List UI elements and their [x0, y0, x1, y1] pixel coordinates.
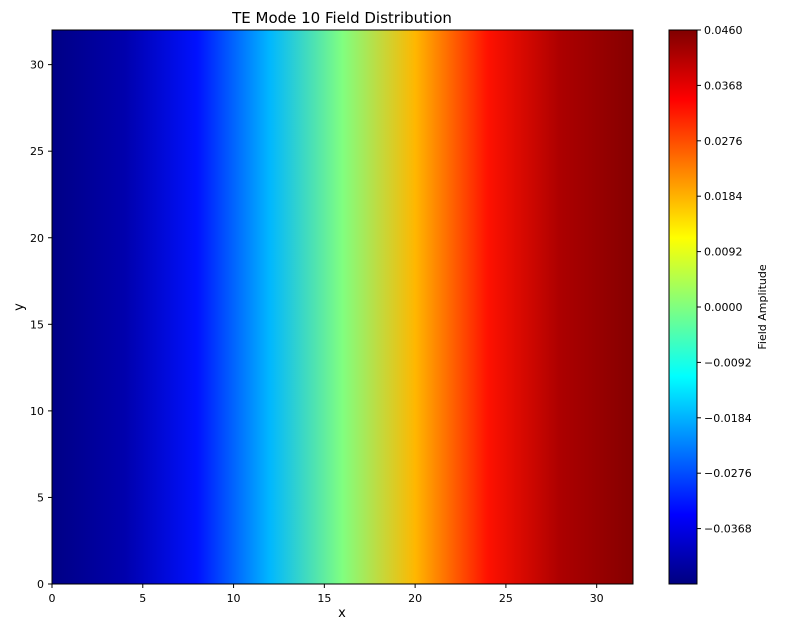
colorbar-tick-label: 0.0276 — [704, 135, 743, 148]
y-tick-label: 0 — [37, 578, 44, 591]
y-axis-ticks: 0 5 10 15 20 25 30 — [30, 59, 52, 591]
colorbar-label: Field Amplitude — [756, 264, 769, 349]
colorbar-tick-label: 0.0000 — [704, 301, 743, 314]
heatmap-area — [52, 30, 633, 584]
y-axis-label: y — [12, 303, 27, 311]
colorbar — [669, 30, 697, 584]
colorbar-tick-label: −0.0184 — [704, 412, 752, 425]
colorbar-tick-label: 0.0092 — [704, 246, 743, 259]
colorbar-tick-label: 0.0368 — [704, 79, 743, 92]
x-tick-label: 10 — [227, 592, 241, 605]
colorbar-tick-label: −0.0092 — [704, 356, 752, 369]
x-tick-label: 0 — [49, 592, 56, 605]
x-tick-label: 15 — [317, 592, 331, 605]
y-tick-label: 20 — [30, 232, 44, 245]
y-tick-label: 15 — [30, 318, 44, 331]
colorbar-tick-label: −0.0276 — [704, 467, 752, 480]
x-tick-label: 30 — [590, 592, 604, 605]
x-tick-label: 25 — [499, 592, 513, 605]
y-tick-label: 25 — [30, 145, 44, 158]
y-tick-label: 30 — [30, 59, 44, 72]
x-axis-ticks: 0 5 10 15 20 25 30 — [49, 584, 604, 605]
chart-title: TE Mode 10 Field Distribution — [231, 9, 452, 27]
colorbar-tick-label: 0.0460 — [704, 24, 743, 37]
y-tick-label: 5 — [37, 491, 44, 504]
x-tick-label: 5 — [139, 592, 146, 605]
y-tick-label: 10 — [30, 405, 44, 418]
colorbar-ticks: −0.0368 −0.0276 −0.0184 −0.0092 0.0000 0.0092… — [697, 24, 752, 536]
plot-frame — [51, 29, 634, 585]
x-axis-label: x — [338, 606, 346, 621]
x-tick-label: 20 — [408, 592, 422, 605]
colorbar-tick-label: −0.0368 — [704, 523, 752, 536]
colorbar-tick-label: 0.0184 — [704, 190, 743, 203]
